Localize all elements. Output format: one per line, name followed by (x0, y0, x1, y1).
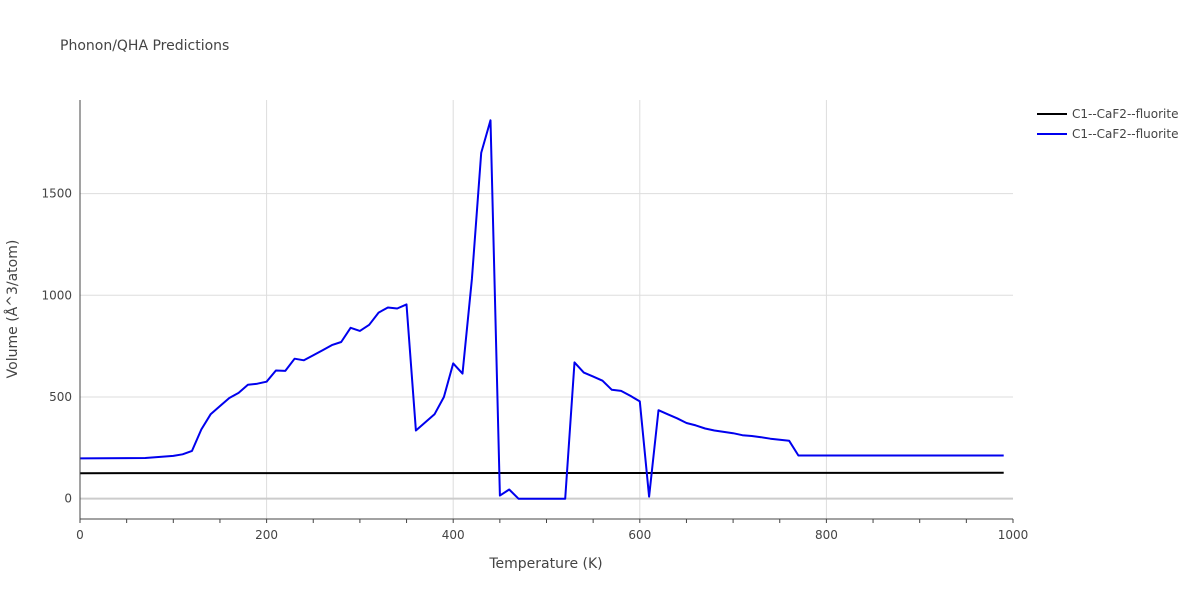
legend-item-0[interactable]: C1--CaF2--fluorite (1037, 107, 1178, 121)
y-axis-title: Volume (Å^3/atom) (4, 240, 21, 379)
series-line-1 (79, 119, 1004, 500)
y-tick-label-0: 0 (64, 492, 72, 506)
legend-label-0: C1--CaF2--fluorite (1072, 107, 1178, 121)
y-tick-label-3: 1500 (41, 187, 72, 201)
y-tick-label-2: 1000 (41, 288, 72, 302)
legend-item-1[interactable]: C1--CaF2--fluorite (1037, 127, 1178, 141)
x-tick-label-5: 1000 (998, 528, 1029, 542)
x-tick-label-4: 800 (815, 528, 838, 542)
chart-title: Phonon/QHA Predictions (60, 38, 229, 54)
x-tick-label-0: 0 (76, 528, 84, 542)
axes-layer: 0 200 400 600 800 1000 0 500 1000 1500 (41, 100, 1028, 542)
legend-label-1: C1--CaF2--fluorite (1072, 127, 1178, 141)
y-tick-label-1: 500 (49, 390, 72, 404)
legend[interactable]: C1--CaF2--fluorite C1--CaF2--fluorite (1037, 107, 1178, 141)
x-tick-label-3: 600 (628, 528, 651, 542)
x-tick-label-1: 200 (255, 528, 278, 542)
series-layer (79, 119, 1004, 500)
x-axis-title: Temperature (K) (488, 556, 602, 572)
x-tick-label-2: 400 (442, 528, 465, 542)
